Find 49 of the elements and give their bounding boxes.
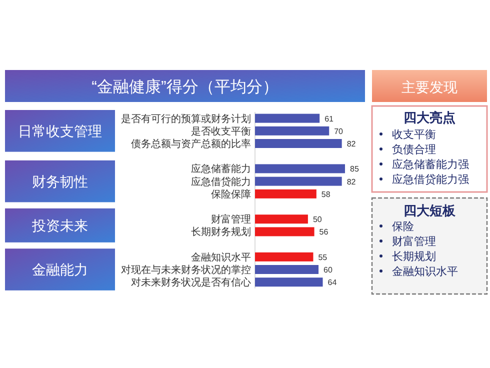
y-tick-label: 债务总额与资产总额的比率 [131,138,251,150]
y-tick-label: 应急借贷能力 [191,176,251,188]
text: 长期规划 [392,250,436,263]
bar [255,164,345,174]
text: 负债合理 [392,143,436,156]
y-tick-label: 应急储蓄能力 [191,163,251,176]
y-tick-label: 财富管理 [211,214,251,226]
bar [255,114,320,123]
data-label: 85 [350,164,360,174]
data-label: 61 [324,114,334,124]
text: 金融知识水平 [392,265,458,278]
data-label: 82 [346,177,356,186]
bar [255,189,316,198]
text: 主要发现 [402,79,458,95]
text: 四大短板 [404,203,456,218]
data-label: 56 [319,228,329,237]
text: 应急储蓄能力强 [392,158,469,171]
bar [255,265,319,274]
chart-title: “金融健康”得分（平均分） [92,78,278,96]
text: 四大亮点 [404,110,456,125]
text: 日常收支管理 [18,122,102,139]
data-label: 82 [346,140,356,148]
text: 金融能力 [32,262,88,278]
text: 财富管理 [392,235,436,248]
bar [255,227,314,236]
data-label: 60 [324,266,333,274]
bar [255,214,308,224]
y-tick-label: 对未来财务状况是否有信心 [131,276,251,289]
y-tick-label: 是否收支平衡 [191,125,251,138]
text: 收支平衡 [392,128,436,141]
data-label: 50 [312,215,322,224]
y-tick-label: 金融知识水平 [191,251,251,264]
data-label: 55 [318,252,328,262]
bar [255,139,342,148]
data-label: 70 [334,126,344,136]
data-label: 64 [328,278,338,288]
text: 投资未来 [31,217,88,234]
y-tick-label: 长期财务规划 [191,226,251,238]
text: 财务韧性 [32,173,88,190]
bar [255,126,330,136]
data-label: 58 [321,190,331,199]
text: 应急借贷能力强 [392,173,469,186]
bar [255,278,323,287]
y-tick-label: 对现在与未来财务状况的掌控 [121,264,251,276]
y-tick-label: 是否有可行的预算或财务计划 [121,112,251,125]
bar [255,176,342,186]
bar [255,252,314,262]
text: 保险 [392,221,414,233]
y-tick-label: 保险保障 [211,188,251,200]
